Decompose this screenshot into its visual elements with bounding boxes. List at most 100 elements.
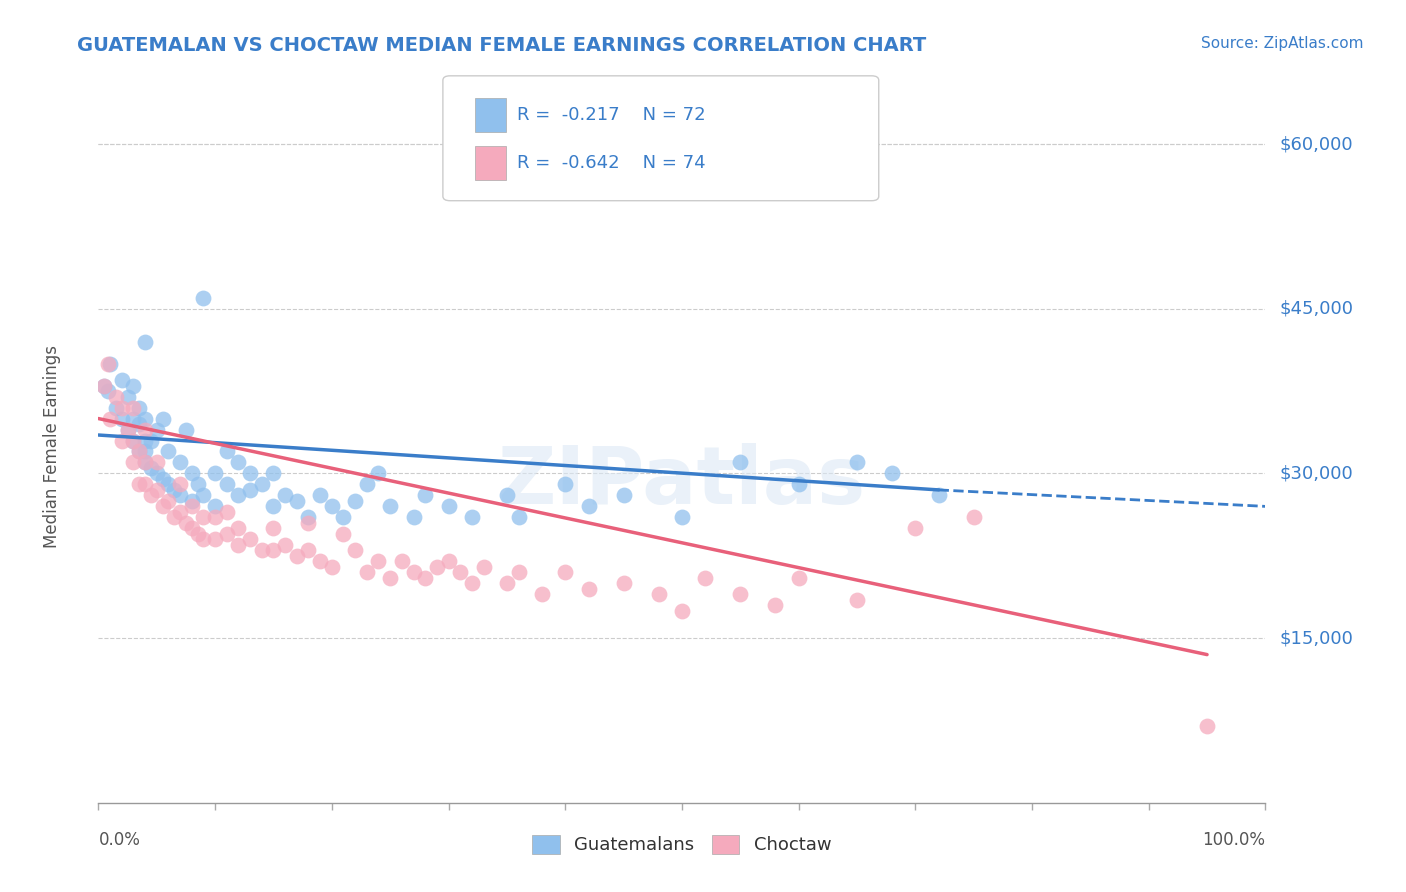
Point bbox=[250, 543, 273, 558]
Point bbox=[904, 521, 927, 535]
Point bbox=[262, 521, 284, 535]
Point bbox=[297, 516, 319, 530]
Point bbox=[111, 434, 134, 448]
Point bbox=[180, 521, 202, 535]
Point bbox=[111, 401, 134, 415]
Point bbox=[98, 411, 121, 425]
Point bbox=[508, 510, 530, 524]
Point bbox=[93, 378, 115, 392]
Point bbox=[193, 510, 215, 524]
Point bbox=[228, 521, 250, 535]
Point bbox=[122, 455, 145, 469]
Point bbox=[122, 434, 145, 448]
Point bbox=[530, 587, 553, 601]
Point bbox=[554, 566, 576, 580]
Point bbox=[647, 587, 669, 601]
Point bbox=[163, 483, 186, 497]
Point bbox=[309, 488, 332, 502]
Point bbox=[215, 477, 238, 491]
Text: Median Female Earnings: Median Female Earnings bbox=[42, 344, 60, 548]
Legend: Guatemalans, Choctaw: Guatemalans, Choctaw bbox=[526, 828, 838, 862]
Point bbox=[163, 510, 186, 524]
Point bbox=[134, 434, 156, 448]
Point bbox=[146, 423, 169, 437]
Text: 100.0%: 100.0% bbox=[1202, 831, 1265, 849]
Point bbox=[204, 533, 226, 547]
Point bbox=[215, 526, 238, 541]
Point bbox=[128, 417, 150, 431]
Point bbox=[402, 566, 425, 580]
Point bbox=[146, 455, 169, 469]
Point bbox=[228, 455, 250, 469]
Point bbox=[239, 483, 262, 497]
Point bbox=[297, 510, 319, 524]
Point bbox=[380, 500, 402, 514]
Point bbox=[262, 543, 284, 558]
Point bbox=[426, 559, 449, 574]
Point bbox=[787, 477, 810, 491]
Point bbox=[239, 467, 262, 481]
Point bbox=[139, 434, 162, 448]
Point bbox=[117, 390, 139, 404]
Point bbox=[613, 576, 636, 591]
Point bbox=[846, 592, 869, 607]
Point bbox=[437, 554, 460, 568]
Point bbox=[134, 444, 156, 458]
Point bbox=[437, 500, 460, 514]
Point bbox=[152, 411, 174, 425]
Point bbox=[413, 571, 436, 585]
Point bbox=[461, 576, 484, 591]
Text: R =  -0.217    N = 72: R = -0.217 N = 72 bbox=[517, 106, 706, 124]
Point bbox=[139, 488, 162, 502]
Point bbox=[239, 533, 262, 547]
Point bbox=[262, 500, 284, 514]
Point bbox=[134, 477, 156, 491]
Point bbox=[578, 500, 600, 514]
Point bbox=[391, 554, 413, 568]
Point bbox=[215, 505, 238, 519]
Point bbox=[122, 411, 145, 425]
Point bbox=[134, 334, 156, 349]
Point bbox=[962, 510, 984, 524]
Point bbox=[285, 549, 308, 563]
Text: 0.0%: 0.0% bbox=[98, 831, 141, 849]
Point bbox=[763, 598, 786, 612]
Point bbox=[274, 538, 297, 552]
Point bbox=[117, 423, 139, 437]
Point bbox=[730, 587, 752, 601]
Point bbox=[787, 571, 810, 585]
Point bbox=[413, 488, 436, 502]
Point bbox=[134, 455, 156, 469]
Point bbox=[578, 582, 600, 596]
Point bbox=[297, 543, 319, 558]
Point bbox=[134, 423, 156, 437]
Point bbox=[169, 477, 191, 491]
Point bbox=[274, 488, 297, 502]
Point bbox=[180, 500, 202, 514]
Text: Source: ZipAtlas.com: Source: ZipAtlas.com bbox=[1201, 36, 1364, 51]
Point bbox=[928, 488, 950, 502]
Point bbox=[671, 510, 693, 524]
Point bbox=[128, 444, 150, 458]
Point bbox=[402, 510, 425, 524]
Point bbox=[180, 467, 202, 481]
Point bbox=[250, 477, 273, 491]
Point bbox=[880, 467, 903, 481]
Point bbox=[97, 357, 120, 371]
Point bbox=[496, 576, 519, 591]
Point bbox=[128, 477, 150, 491]
Point bbox=[449, 566, 471, 580]
Point bbox=[344, 543, 367, 558]
Point bbox=[332, 526, 354, 541]
Point bbox=[146, 467, 169, 481]
Point bbox=[111, 411, 134, 425]
Point bbox=[321, 559, 343, 574]
Point bbox=[193, 291, 215, 305]
Point bbox=[193, 488, 215, 502]
Point bbox=[122, 378, 145, 392]
Point bbox=[204, 467, 226, 481]
Point bbox=[461, 510, 484, 524]
Point bbox=[193, 533, 215, 547]
Point bbox=[554, 477, 576, 491]
Point bbox=[93, 378, 115, 392]
